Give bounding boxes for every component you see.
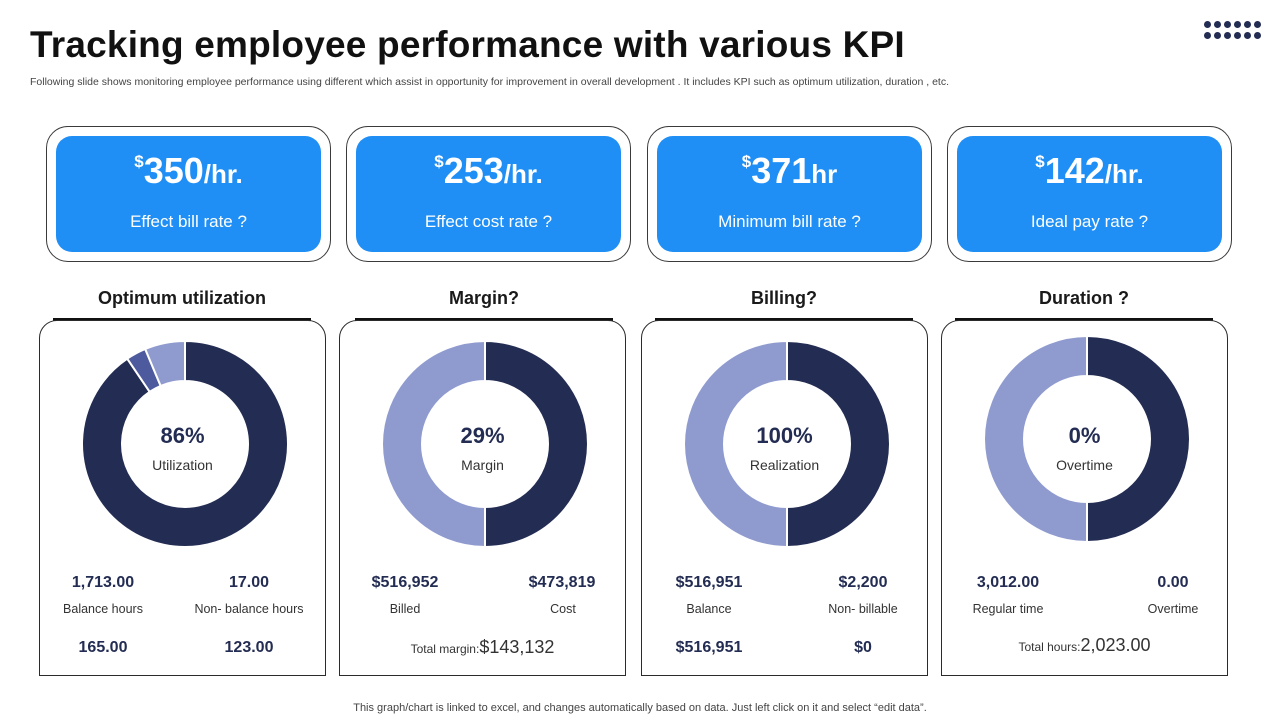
donut-segment-dark-segment — [1086, 334, 1191, 544]
stat-label: Cost — [550, 602, 576, 616]
stat-label: Regular time — [972, 602, 1044, 616]
section-title-utilization: Optimum utilization — [53, 288, 311, 321]
kpi-card-inner: $371hr Minimum bill rate ? — [657, 136, 922, 252]
total-value: $143,132 — [479, 637, 555, 657]
stat-value: 0.00 — [1157, 574, 1189, 591]
donut-segment-light-segment — [983, 334, 1088, 544]
stat-label: Balance hours — [63, 602, 143, 616]
kpi-label: Effect bill rate ? — [130, 212, 247, 231]
extra-value: 165.00 — [78, 639, 128, 656]
dots-decoration-icon — [1204, 21, 1264, 43]
kpi-currency-symbol: $ — [134, 152, 144, 171]
center-percentage: 100% — [756, 423, 813, 448]
donut-segment-utilization — [81, 339, 289, 548]
center-percentage: 86% — [160, 423, 205, 448]
kpi-card-inner: $253/hr. Effect cost rate ? — [356, 136, 621, 252]
kpi-number: 253 — [443, 150, 504, 191]
donut-segment-dark-segment — [786, 339, 891, 549]
donut-chart — [81, 339, 289, 548]
stat-label: Overtime — [1147, 602, 1199, 616]
panel-duration: 0% Overtime 3,012.00 Regular time 0.00 O… — [941, 320, 1228, 676]
extra-value: $0 — [854, 639, 872, 656]
total-label: Total hours: — [1018, 640, 1081, 654]
stat-label: Non- billable — [828, 602, 898, 616]
extra-value: $516,951 — [675, 639, 743, 656]
stat-value: 1,713.00 — [71, 574, 135, 591]
total-value: 2,023.00 — [1080, 635, 1151, 655]
donut-segment-light-segment — [381, 339, 486, 549]
center-label: Utilization — [152, 457, 213, 473]
section-title-duration: Duration ? — [955, 288, 1213, 321]
stat-label: Billed — [389, 602, 421, 616]
center-label: Margin — [461, 457, 504, 473]
extra-value: 123.00 — [224, 639, 274, 656]
kpi-label: Effect cost rate ? — [424, 212, 553, 231]
kpi-currency-symbol: $ — [741, 152, 752, 171]
kpi-number: 142 — [1044, 150, 1105, 191]
kpi-unit: /hr. — [503, 159, 543, 189]
stat-value: $473,819 — [528, 574, 596, 591]
kpi-card-ideal-pay-rate: $142/hr. Ideal pay rate ? — [947, 126, 1232, 262]
kpi-unit: hr — [811, 159, 838, 189]
center-label: Overtime — [1056, 457, 1113, 473]
kpi-currency-symbol: $ — [434, 152, 444, 171]
kpi-card-inner: $142/hr. Ideal pay rate ? — [957, 136, 1222, 252]
panel-margin: 29% Margin $516,952 Billed $473,819 Cost… — [339, 320, 626, 676]
total-label: Total margin: — [410, 642, 480, 656]
kpi-card-inner: $350/hr. Effect bill rate ? — [56, 136, 321, 252]
stat-label: Balance — [686, 602, 732, 616]
page-subtitle: Following slide shows monitoring employe… — [30, 76, 950, 88]
kpi-unit: /hr. — [203, 159, 243, 189]
kpi-unit: /hr. — [1104, 159, 1144, 189]
kpi-card-cost-rate: $253/hr. Effect cost rate ? — [346, 126, 631, 262]
kpi-label: Minimum bill rate ? — [718, 212, 861, 231]
kpi-value: $371hr — [657, 150, 922, 192]
donut-chart — [983, 334, 1191, 544]
kpi-number: 371 — [751, 150, 812, 191]
kpi-currency-symbol: $ — [1035, 152, 1045, 171]
center-label: Realization — [749, 457, 820, 473]
footer-note: This graph/chart is linked to excel, and… — [353, 702, 927, 714]
kpi-card-minimum-bill-rate: $371hr Minimum bill rate ? — [647, 126, 932, 262]
stat-value: 3,012.00 — [976, 574, 1040, 591]
stat-value: $2,200 — [838, 574, 888, 591]
donut-segment-segment-3 — [143, 339, 186, 388]
center-percentage: 29% — [460, 423, 505, 448]
donut-chart — [381, 339, 589, 549]
page-title: Tracking employee performance with vario… — [30, 24, 905, 65]
donut-segment-dark-segment — [484, 339, 589, 549]
donut-segment-light-segment — [683, 339, 788, 549]
center-percentage: 0% — [1068, 423, 1101, 448]
total-margin-line: Total margin:$143,132 — [340, 637, 625, 658]
donut-chart — [683, 339, 891, 549]
panel-utilization: 86% Utilization 1,713.00 Balance hours 1… — [39, 320, 326, 676]
kpi-value: $253/hr. — [356, 150, 621, 192]
total-hours-line: Total hours:2,023.00 — [942, 635, 1227, 656]
kpi-value: $142/hr. — [957, 150, 1222, 192]
stat-value: $516,952 — [371, 574, 439, 591]
section-title-margin: Margin? — [355, 288, 613, 321]
panel-billing: 100% Realization $516,951 Balance $2,200… — [641, 320, 928, 676]
kpi-label: Ideal pay rate ? — [1030, 212, 1149, 231]
stat-value: 17.00 — [228, 574, 270, 591]
section-title-billing: Billing? — [655, 288, 913, 321]
kpi-card-bill-rate: $350/hr. Effect bill rate ? — [46, 126, 331, 262]
kpi-value: $350/hr. — [56, 150, 321, 192]
stat-value: $516,951 — [675, 574, 743, 591]
stat-label: Non- balance hours — [194, 602, 304, 616]
kpi-number: 350 — [143, 150, 204, 191]
